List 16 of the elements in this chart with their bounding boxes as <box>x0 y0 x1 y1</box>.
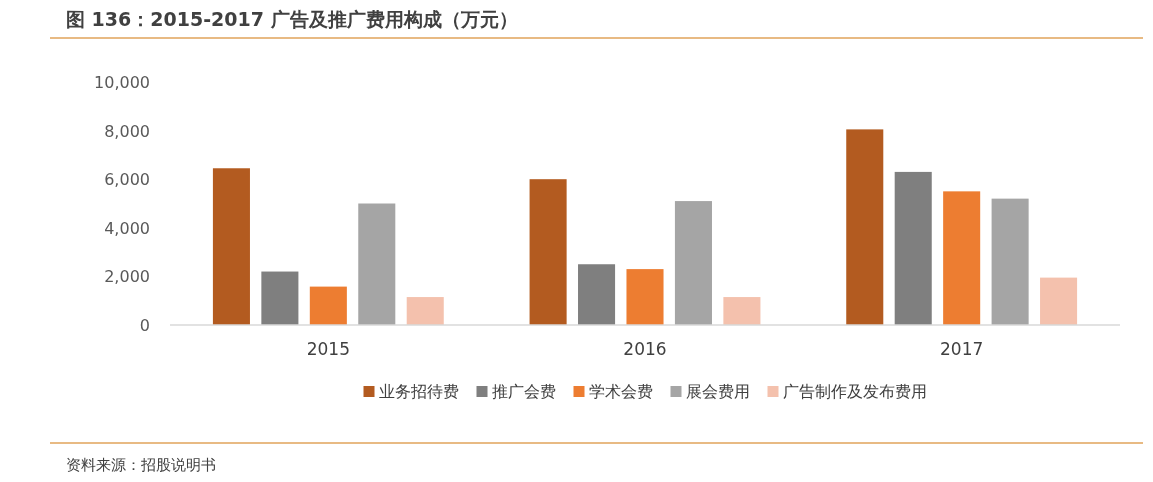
x-tick-label: 2017 <box>940 339 984 359</box>
y-tick-label: 8,000 <box>104 121 150 141</box>
legend-label: 展会费用 <box>685 382 750 401</box>
y-tick-label: 10,000 <box>94 73 150 92</box>
x-tick-label: 2015 <box>306 339 350 359</box>
legend-label: 广告制作及发布费用 <box>782 382 927 401</box>
y-tick-label: 6,000 <box>104 170 150 190</box>
legend-label: 推广会费 <box>491 382 556 401</box>
legend-label: 学术会费 <box>588 382 653 401</box>
y-tick-label: 2,000 <box>104 267 150 287</box>
text: 资料来源：招股说明书 <box>66 456 216 474</box>
y-tick-label: 0 <box>139 316 150 335</box>
chart-title: 图 136：2015-2017 广告及推广费用构成（万元） <box>66 8 518 30</box>
x-tick-label: 2016 <box>623 339 667 359</box>
y-tick-label: 4,000 <box>104 218 150 238</box>
legend-label: 业务招待费 <box>378 382 459 401</box>
